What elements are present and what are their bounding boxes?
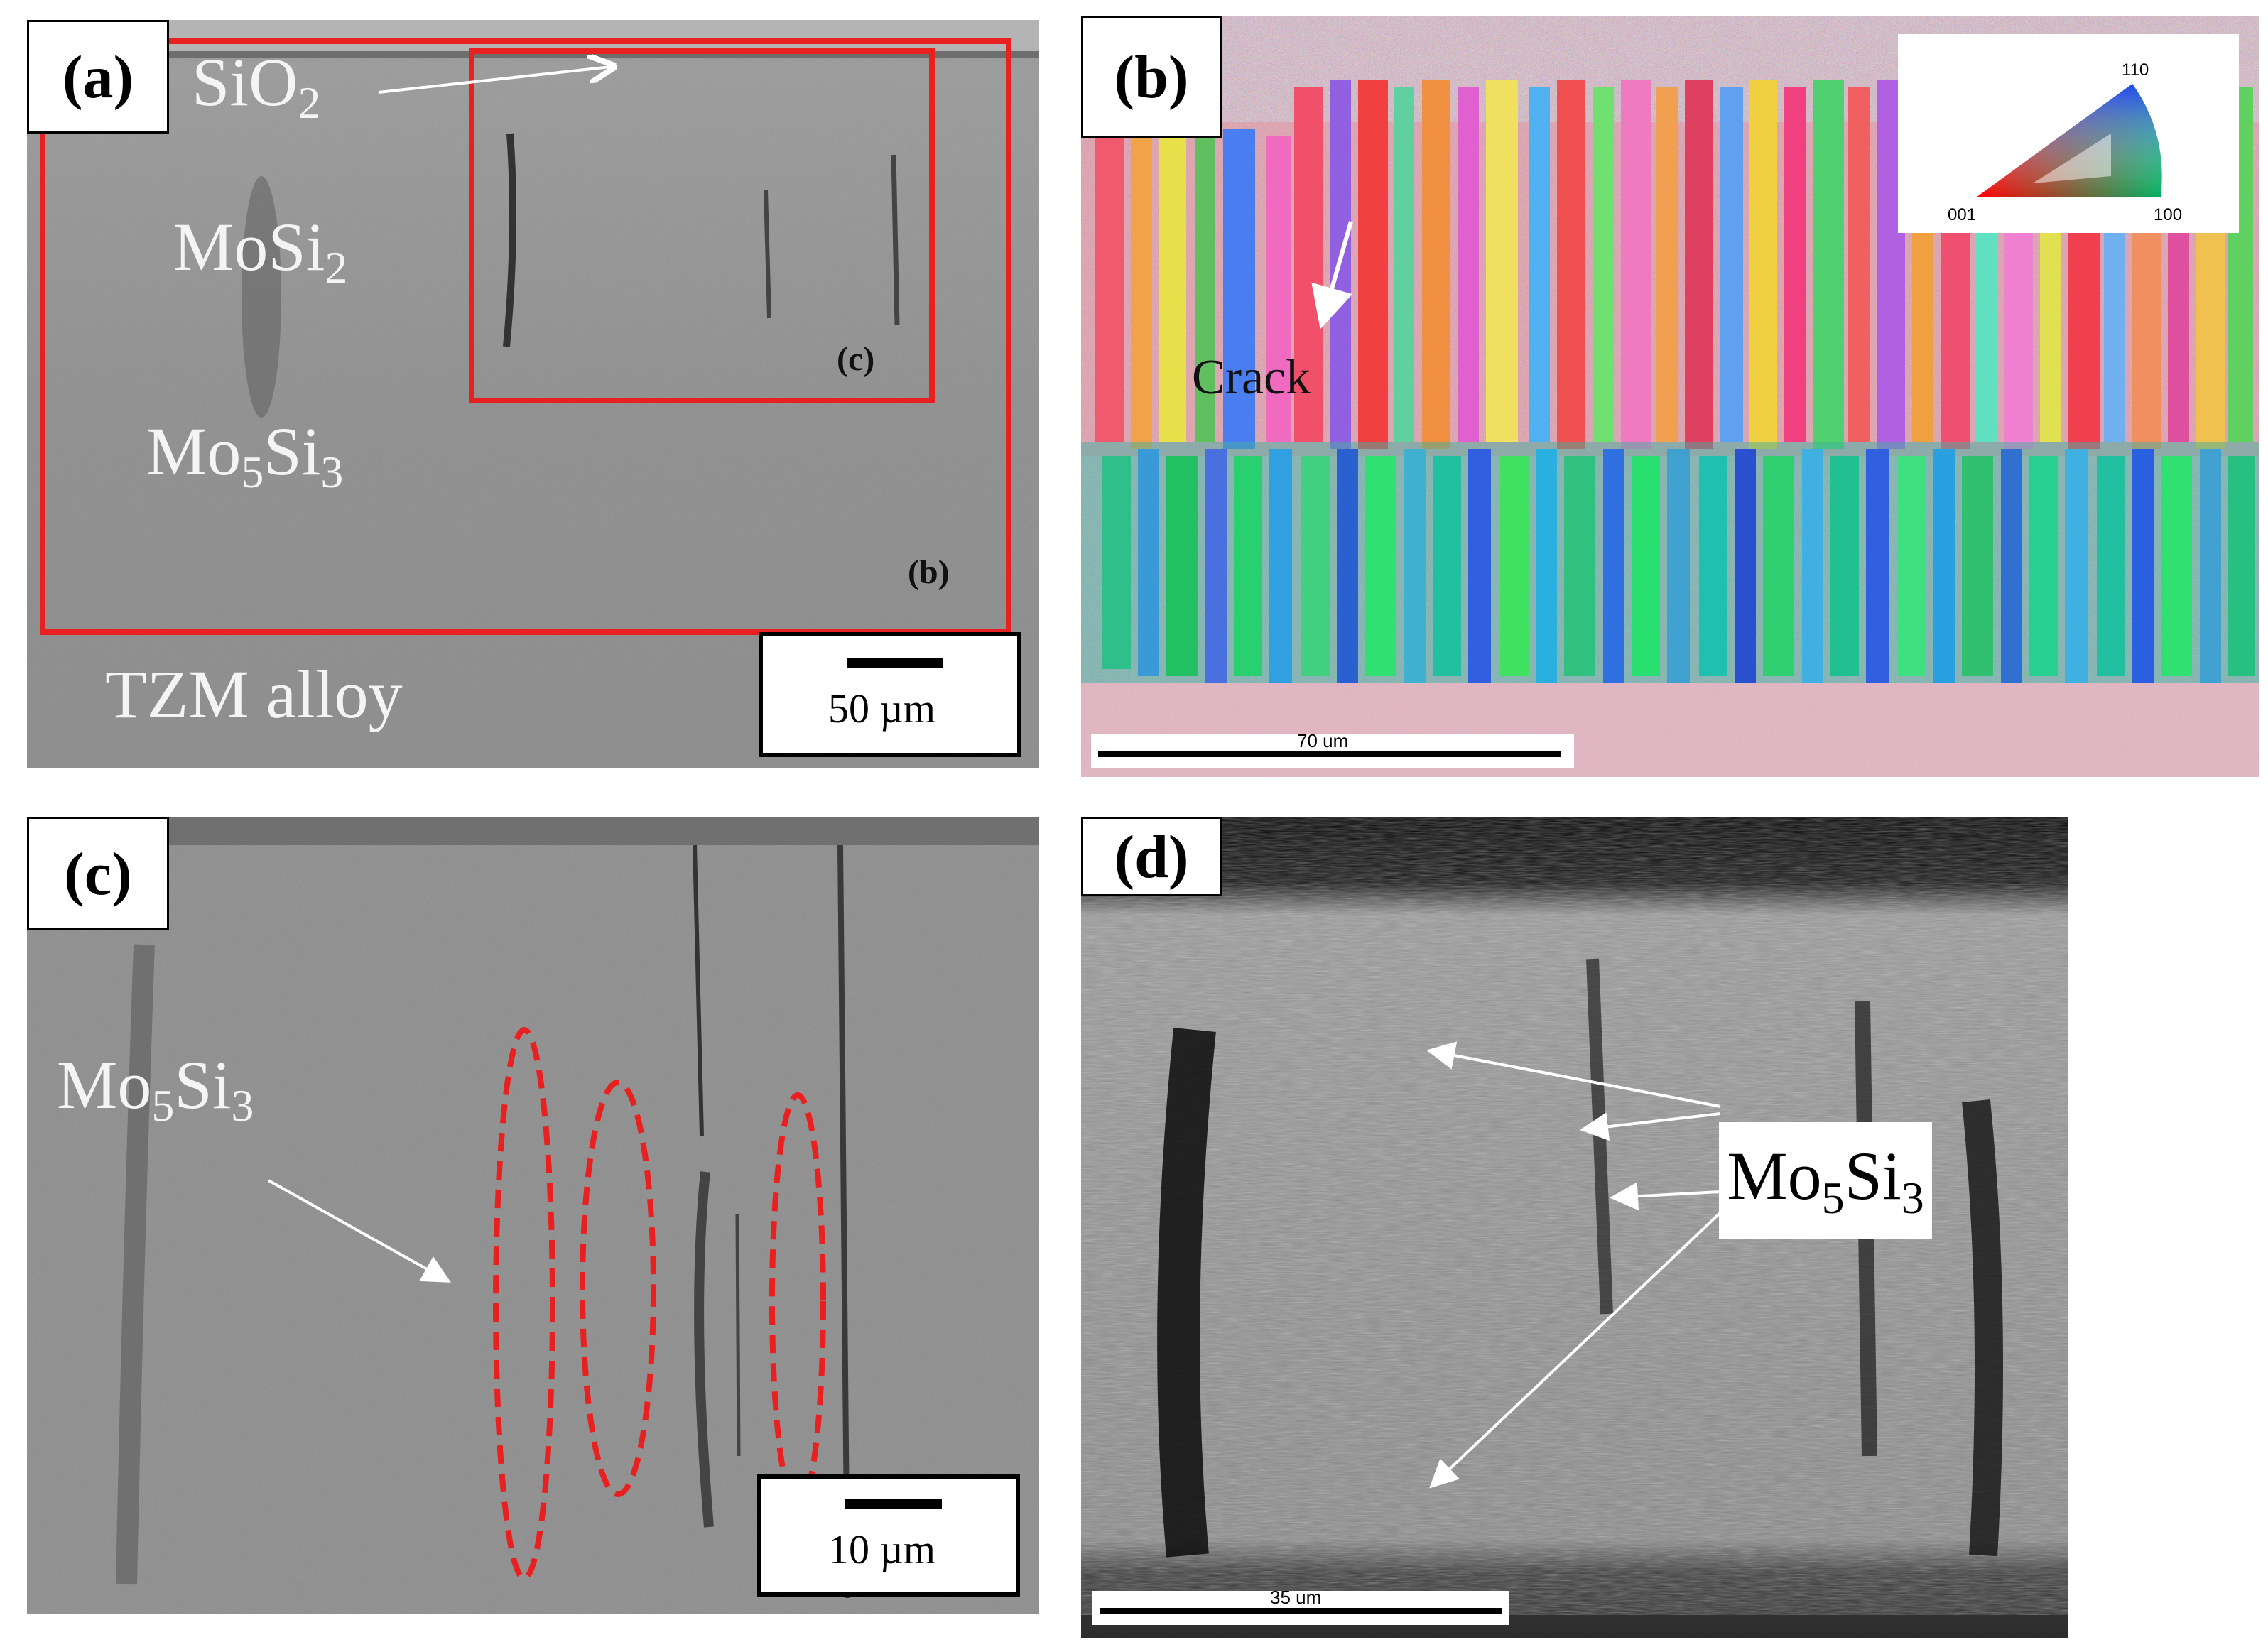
ipf-color-key: 110 001 100 bbox=[1898, 34, 2239, 233]
scale-bar-label: 10 µm bbox=[828, 1526, 936, 1572]
region-c-tag: (c) bbox=[837, 340, 875, 378]
region-c-outline bbox=[469, 48, 935, 403]
mo5si3-label-box: Mo5Si3 bbox=[1719, 1122, 1932, 1239]
region-b-tag: (b) bbox=[908, 553, 950, 591]
panel-c-scale-bar: 10 µm bbox=[757, 1474, 1020, 1597]
ipf-label-100: 100 bbox=[2154, 205, 2182, 224]
scale-bar-line bbox=[845, 1499, 942, 1509]
scale-bar-line bbox=[847, 658, 943, 668]
panel-c-sem-image: (c) Mo5Si3 10 µm bbox=[27, 817, 1039, 1614]
panel-b-scale-bar: 70 um bbox=[1091, 730, 1574, 768]
panel-c-tag: (c) bbox=[27, 817, 169, 930]
ipf-label-110: 110 bbox=[2122, 60, 2149, 80]
panel-b-ebsd-map: (b) 110 001 100 Crack 70 um bbox=[1081, 16, 2259, 777]
panel-d-sem-image: (d) Mo5Si3 35 um bbox=[1081, 817, 2068, 1638]
ipf-label-001: 001 bbox=[1948, 205, 1976, 224]
mo5si3-label: Mo5Si3 bbox=[146, 413, 344, 497]
scale-bar-line bbox=[1100, 1608, 1502, 1614]
tzm-alloy-label: TZM alloy bbox=[105, 656, 403, 732]
lower-grain-columns bbox=[1081, 442, 2259, 683]
crack-label: Crack bbox=[1192, 350, 1311, 405]
sio2-label: SiO2 bbox=[192, 44, 321, 128]
scale-bar-label: 70 um bbox=[1297, 730, 1349, 751]
ipf-triangle-icon: 110 001 100 bbox=[1948, 60, 2182, 224]
scale-bar-label: 35 um bbox=[1270, 1587, 1322, 1608]
panel-d-tag: (d) bbox=[1081, 817, 1222, 896]
panel-a-tag: (a) bbox=[27, 20, 169, 134]
panel-d-scale-bar: 35 um bbox=[1092, 1587, 1509, 1625]
region-b-outline bbox=[40, 38, 1011, 635]
scale-bar-label: 50 µm bbox=[828, 685, 936, 732]
mo5si3-label: Mo5Si3 bbox=[1727, 1137, 1924, 1224]
panel-a-scale-bar: 50 µm bbox=[759, 632, 1021, 757]
mosi2-label: MoSi2 bbox=[173, 209, 348, 293]
mo5si3-label: Mo5Si3 bbox=[57, 1047, 254, 1131]
panel-a-sem-image: (c) (b) (a) SiO2 MoSi2 Mo5Si3 TZM alloy … bbox=[27, 20, 1039, 768]
scale-bar-line bbox=[1098, 751, 1561, 757]
panel-b-tag: (b) bbox=[1081, 16, 1222, 138]
